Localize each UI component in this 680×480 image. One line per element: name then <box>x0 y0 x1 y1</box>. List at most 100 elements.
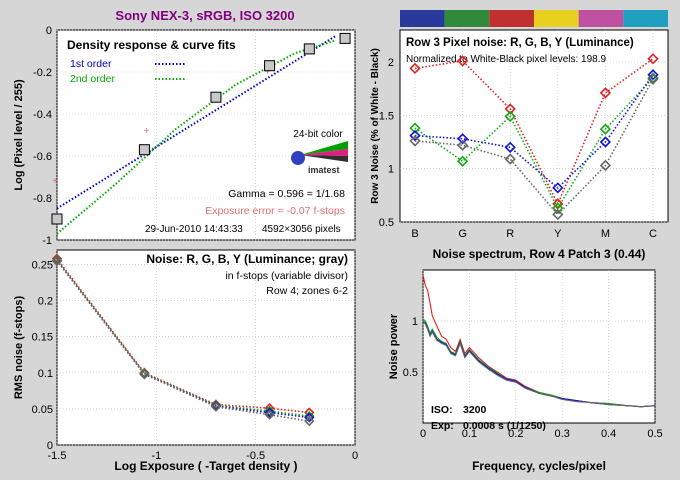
rgbnoise-ytick-label: 2 <box>388 57 394 69</box>
logo-sphere <box>291 151 305 165</box>
rgbnoise-xtick-label: M <box>601 228 610 240</box>
rms-noise-plot: 0 0.05 0.1 0.15 0.2 0.25 -1.5 -1 -0.5 0 Log Exposu… <box>13 249 358 473</box>
rgbnoise-series-G-line <box>414 77 654 210</box>
density-ylabel: Log (Pixel level / 255) <box>13 79 25 191</box>
density-ytick-label: -0.4 <box>33 109 52 121</box>
spectrum-plot: 0.5 1 0 0.1 0.2 0.3 0.4 0.5 Frequency, cycles/pi… <box>388 247 663 473</box>
rms-xtick-label: 0 <box>352 450 358 462</box>
density-ytick-label: -0.2 <box>33 67 52 79</box>
rgbnoise-ylabel: Row 3 Noise (% of White - Black) <box>370 48 381 204</box>
spectrum-xtick-label: 0.1 <box>462 428 477 440</box>
iso-value: 3200 <box>463 404 487 416</box>
rgbnoise-point-B <box>552 182 564 194</box>
rgbnoise-series-R-line <box>414 58 654 206</box>
spectrum-xtick-label: 0.5 <box>647 428 662 440</box>
rgbnoise-point-Y <box>599 159 612 172</box>
rgbnoise-point-Y <box>409 135 421 147</box>
rgbnoise-point-R <box>599 87 612 99</box>
patch-swatch-R <box>489 10 534 27</box>
rms-point-B <box>264 407 275 418</box>
density-pink-point: + <box>143 126 149 137</box>
rgbnoise-ytick-label: 1 <box>388 164 394 176</box>
size-text: 4592×3056 pixels <box>262 224 341 235</box>
rms-point-Y <box>139 369 150 380</box>
density-pink-point: + <box>265 67 271 78</box>
rgbnoise-series-Y-line <box>414 78 654 216</box>
rgbnoise-title: Row 3 Pixel noise: R, G, B, Y (Luminance… <box>406 37 634 49</box>
patch-swatch-G <box>444 10 490 27</box>
density-title: Density response & curve fits <box>67 38 236 52</box>
rms-xtick-label: -1.5 <box>48 450 67 462</box>
rms-point-Y <box>51 255 63 266</box>
spectrum-ytick-label: 0.5 <box>403 367 418 379</box>
spectrum-ylabel: Noise power <box>388 313 400 379</box>
spectrum-xlabel: Frequency, cycles/pixel <box>472 459 606 473</box>
rgbnoise-point-G <box>456 155 469 167</box>
density-ytick-label: -0.6 <box>33 151 52 163</box>
rgbnoise-xtick-label: G <box>458 228 467 240</box>
rms-xtick-label: -0.5 <box>246 450 265 462</box>
legend-1st-order: 1st order <box>70 58 112 70</box>
rms-series-Y-line <box>56 260 310 422</box>
rgbnoise-point-B <box>409 129 421 142</box>
rgbnoise-point-Y <box>647 73 659 85</box>
rgbnoise-point-R <box>647 53 659 65</box>
patch-swatch-B <box>400 10 445 27</box>
exposure-error-text: Exposure error = -0.07 f-stops <box>205 205 345 217</box>
rgbnoise-point-B <box>599 136 612 148</box>
density-measured-point <box>51 213 63 225</box>
patch-swatch-C <box>623 10 668 27</box>
spectrum-xtick-label: 0 <box>420 428 426 440</box>
rms-ytick-label: 0.15 <box>32 332 53 344</box>
rgbnoise-point-Y <box>552 208 564 221</box>
rgbnoise-xtick-label: Y <box>554 228 562 240</box>
spectrum-title: Noise spectrum, Row 4 Patch 3 (0.44) <box>433 247 646 261</box>
logo-text: imatest <box>308 165 340 175</box>
rms-ytick-label: 0 <box>47 440 53 452</box>
patch-swatch-Y <box>534 10 579 27</box>
rgbnoise-point-G <box>409 122 421 134</box>
spectrum-ytick-label: 1 <box>412 316 418 328</box>
rms-point-G <box>264 405 275 417</box>
rgbnoise-point-R <box>552 198 564 210</box>
rgbnoise-point-G <box>552 202 564 214</box>
rgbnoise-point-Y <box>456 139 469 151</box>
rms-point-Y <box>304 416 315 427</box>
density-ytick-label: 0 <box>46 25 52 37</box>
rgbnoise-point-R <box>504 103 516 115</box>
date-text: 29-Jun-2010 14:43:33 <box>145 224 243 235</box>
rms-point-Y <box>264 409 275 420</box>
rms-ytick-label: 0.2 <box>38 296 53 308</box>
rms-title: Noise: R, G, B, Y (Luminance; gray) <box>146 252 348 266</box>
rms-point-R <box>51 253 63 264</box>
rgbnoise-point-R <box>409 62 421 75</box>
rms-ytick-label: 0.05 <box>32 404 53 416</box>
rgbnoise-xtick-label: C <box>649 228 657 240</box>
rgbnoise-series-B-line <box>414 74 654 189</box>
rgbnoise-subtitle: Normalized to White-Black pixel levels: … <box>406 54 607 65</box>
rms-ylabel: RMS noise (f-stops) <box>13 296 25 400</box>
rms-point-G <box>304 410 315 422</box>
density-plot: 0 -0.2 -0.4 -0.6 -0.8 -1 Log (Pixel level / 25… <box>13 25 356 247</box>
rms-ytick-label: 0.25 <box>32 259 53 271</box>
rgbnoise-point-Y <box>504 153 516 165</box>
rgbnoise-xtick-label: R <box>506 228 514 240</box>
rgbnoise-point-G <box>599 123 612 135</box>
rgbnoise-xtick-label: B <box>411 228 418 240</box>
density-measured-point <box>303 43 315 55</box>
density-measured-point <box>210 91 222 103</box>
logo-stripe-dark <box>300 155 348 162</box>
rms-xlabel: Log Exposure ( -Target density ) <box>114 459 297 473</box>
rms-ytick-label: 0.1 <box>38 368 53 380</box>
spectrum-series-Y-line <box>422 320 656 408</box>
density-pink-point: + <box>52 176 58 187</box>
exp-label: Exp: <box>431 420 454 432</box>
rgbnoise-axes <box>399 29 669 223</box>
rms-point-B <box>304 412 315 423</box>
rgbnoise-point-R <box>456 55 469 67</box>
imatest-logo: imatest <box>291 141 348 175</box>
gamma-text: Gamma = 0.596 = 1/1.68 <box>228 188 345 200</box>
patch-swatch-M <box>578 10 624 27</box>
legend-2nd-order: 2nd order <box>70 73 115 85</box>
